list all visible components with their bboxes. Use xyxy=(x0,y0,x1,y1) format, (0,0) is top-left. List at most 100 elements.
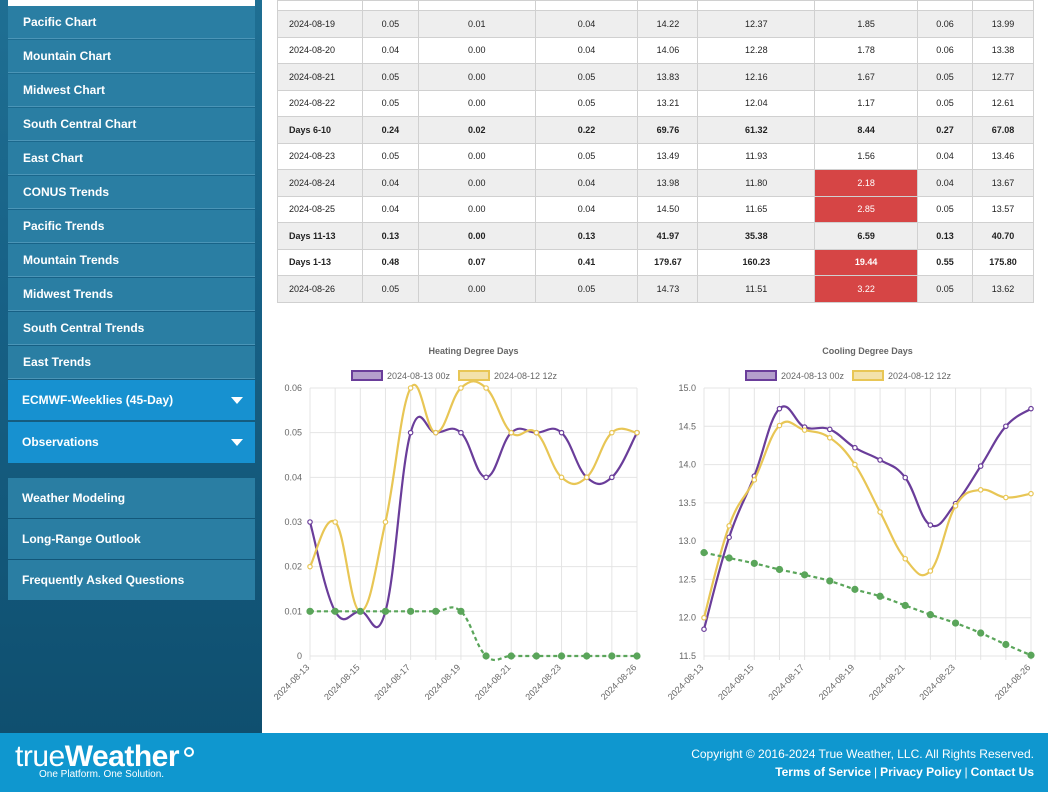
table-cell: 13.99 xyxy=(972,10,1034,38)
y-tick-label: 13.5 xyxy=(678,498,696,508)
table-row: Days 11-13 0.13 0.00 0.13 41.97 35.38 6.59 0.13… xyxy=(277,222,1034,250)
table-row: 2024-08-24 0.04 0.00 0.04 13.98 11.80 2.18 0.04… xyxy=(277,169,1034,197)
sidebar-expand-ecmwf-weeklies[interactable]: ECMWF-Weeklies (45-Day) xyxy=(8,380,255,420)
legend-swatch xyxy=(852,370,884,381)
table-cell: 179.67 xyxy=(637,248,699,276)
table-cell: 175.80 xyxy=(972,248,1034,276)
table-cell: 12.28 xyxy=(697,36,816,64)
y-tick-label: 0.06 xyxy=(284,383,302,393)
sidebar-expand-observations[interactable]: Observations xyxy=(8,422,255,463)
data-point xyxy=(750,559,758,567)
data-point xyxy=(483,385,489,391)
data-point xyxy=(583,474,590,481)
data-point xyxy=(432,607,440,615)
data-point xyxy=(583,652,591,660)
table-cell: 41.97 xyxy=(637,222,699,250)
table-cell: 0.04 xyxy=(361,169,419,197)
table-cell: 0.04 xyxy=(534,36,639,64)
table-cell: 0.00 xyxy=(417,63,536,91)
sidebar: Pacific Chart Mountain Chart Midwest Cha… xyxy=(0,0,262,733)
sidebar-item-pacific-trends[interactable]: Pacific Trends xyxy=(8,210,255,243)
sidebar-link-long-range-outlook[interactable]: Long-Range Outlook xyxy=(8,519,255,559)
table-header-cell xyxy=(814,0,919,11)
sidebar-item-mountain-chart[interactable]: Mountain Chart xyxy=(8,40,255,73)
data-point xyxy=(532,652,540,660)
table-cell: 2024-08-23 xyxy=(277,142,363,170)
table-cell: 0.41 xyxy=(534,248,639,276)
hdd-chart: Heating Degree Days 2024-08-13 00z 2024-08… xyxy=(270,340,650,720)
data-point xyxy=(356,607,364,615)
x-tick-label: 2024-08-21 xyxy=(867,662,907,702)
data-point xyxy=(927,568,934,574)
table-header-cell xyxy=(417,0,536,11)
sidebar-item-south-central-trends[interactable]: South Central Trends xyxy=(8,312,255,345)
table-cell: 1.85 xyxy=(814,10,919,38)
table-cell: 0.05 xyxy=(361,63,419,91)
table-cell: 0.27 xyxy=(917,116,973,144)
data-point xyxy=(877,509,883,515)
data-point xyxy=(852,461,858,468)
contact-link[interactable]: Contact Us xyxy=(970,765,1034,779)
chart-title: Cooling Degree Days xyxy=(822,346,913,356)
series-line xyxy=(702,405,1032,630)
privacy-link[interactable]: Privacy Policy xyxy=(880,765,962,779)
data-point xyxy=(609,429,615,436)
data-point xyxy=(776,422,783,429)
sidebar-item-midwest-trends[interactable]: Midwest Trends xyxy=(8,278,255,311)
y-tick-label: 0 xyxy=(297,651,302,661)
table-cell: 12.16 xyxy=(697,63,816,91)
x-tick-label: 2024-08-23 xyxy=(917,662,957,702)
x-tick-label: 2024-08-21 xyxy=(473,662,513,702)
data-point xyxy=(381,607,390,615)
x-tick-label: 2024-08-19 xyxy=(423,662,463,702)
trueweather-logo: trueWeather xyxy=(15,740,180,773)
sidebar-link-faq[interactable]: Frequently Asked Questions xyxy=(8,560,255,600)
table-cell: Days 1-13 xyxy=(277,248,363,276)
sun-icon xyxy=(184,747,194,757)
legend-swatch xyxy=(458,370,490,381)
sidebar-item-east-chart[interactable]: East Chart xyxy=(8,142,255,175)
data-point xyxy=(877,457,883,463)
cdd-chart-svg: Cooling Degree Days 2024-08-13 00z 2024-08… xyxy=(666,346,1035,702)
table-row: Days 1-13 0.48 0.07 0.41 179.67 160.23 19.44 0.… xyxy=(277,248,1034,276)
x-tick-label: 2024-08-15 xyxy=(716,662,756,702)
data-point xyxy=(852,444,858,451)
sidebar-item-south-central-chart[interactable]: South Central Chart xyxy=(8,108,255,141)
table-cell: 0.04 xyxy=(361,36,419,64)
data-point xyxy=(508,429,515,436)
table-cell: 14.73 xyxy=(637,275,699,303)
data-point xyxy=(801,427,808,433)
series-line xyxy=(702,420,1032,619)
y-tick-label: 0.04 xyxy=(284,472,302,482)
x-tick-label: 2024-08-19 xyxy=(817,662,857,702)
data-point xyxy=(332,519,338,525)
table-cell: 0.00 xyxy=(417,222,536,250)
table-cell: Days 11-13 xyxy=(277,222,363,250)
table-cell: 0.48 xyxy=(361,248,419,276)
y-tick-label: 13.0 xyxy=(678,536,696,546)
table-cell: 12.04 xyxy=(697,89,816,117)
terms-link[interactable]: Terms of Service xyxy=(775,765,872,779)
logo-tagline: One Platform. One Solution. xyxy=(39,769,165,780)
data-point xyxy=(927,522,934,528)
data-point xyxy=(776,405,783,412)
table-cell: 11.93 xyxy=(697,142,816,170)
sidebar-item-conus-trends[interactable]: CONUS Trends xyxy=(8,176,255,209)
sidebar-item-midwest-chart[interactable]: Midwest Chart xyxy=(8,74,255,107)
sidebar-item-pacific-chart[interactable]: Pacific Chart xyxy=(8,6,255,39)
sidebar-item-mountain-trends[interactable]: Mountain Trends xyxy=(8,244,255,277)
table-cell: 160.23 xyxy=(697,248,816,276)
data-point xyxy=(851,585,859,593)
sidebar-item-east-trends[interactable]: East Trends xyxy=(8,346,255,379)
sidebar-link-weather-modeling[interactable]: Weather Modeling xyxy=(8,478,255,518)
footer xyxy=(0,733,1048,792)
data-point xyxy=(507,652,515,660)
table-cell: 11.65 xyxy=(697,195,816,223)
table-row: Days 6-10 0.24 0.02 0.22 69.76 61.32 8.44 0.27 6… xyxy=(277,116,1034,144)
table-cell: 13.57 xyxy=(972,195,1034,223)
chart-title: Heating Degree Days xyxy=(428,346,518,356)
data-point xyxy=(609,474,615,481)
data-point xyxy=(307,563,313,570)
data-point xyxy=(826,577,834,585)
data-point xyxy=(700,549,708,557)
